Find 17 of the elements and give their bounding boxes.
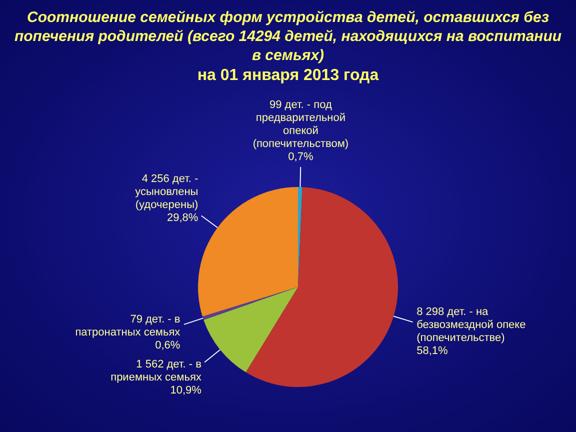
slice-label: 8 298 дет. - на безвозмездной опеке (попечительстве)	[416, 306, 526, 344]
pie-slice	[246, 187, 398, 387]
chart-title: Соотношение семейных форм устройства детей, оставшихся без попечения родителей (всего 14294 детей, находящихся на воспитании в семьях)	[13, 8, 563, 65]
slice-label: 1 562 дет. - в приемных семьях	[110, 358, 202, 384]
text: 10,9%	[170, 384, 202, 397]
data-label: 4 256 дет. -	[142, 172, 199, 185]
text: 0,6%	[155, 339, 180, 352]
text: 0,7%	[288, 151, 314, 164]
text: 58,1%	[416, 344, 448, 357]
chart-subtitle: на 01 января 2013 года	[196, 66, 380, 86]
slice-label: усыновлены (удочерены)	[135, 186, 198, 211]
slice-label: 99 дет. - под предварительной опекой (попечительством)	[252, 99, 349, 150]
pie-slice	[204, 287, 298, 372]
pie-slice	[202, 287, 298, 320]
pie-slice	[198, 187, 298, 317]
text: 29,8%	[166, 212, 198, 224]
slice-label: 79 дет. - в патронатных семьях	[75, 313, 181, 338]
